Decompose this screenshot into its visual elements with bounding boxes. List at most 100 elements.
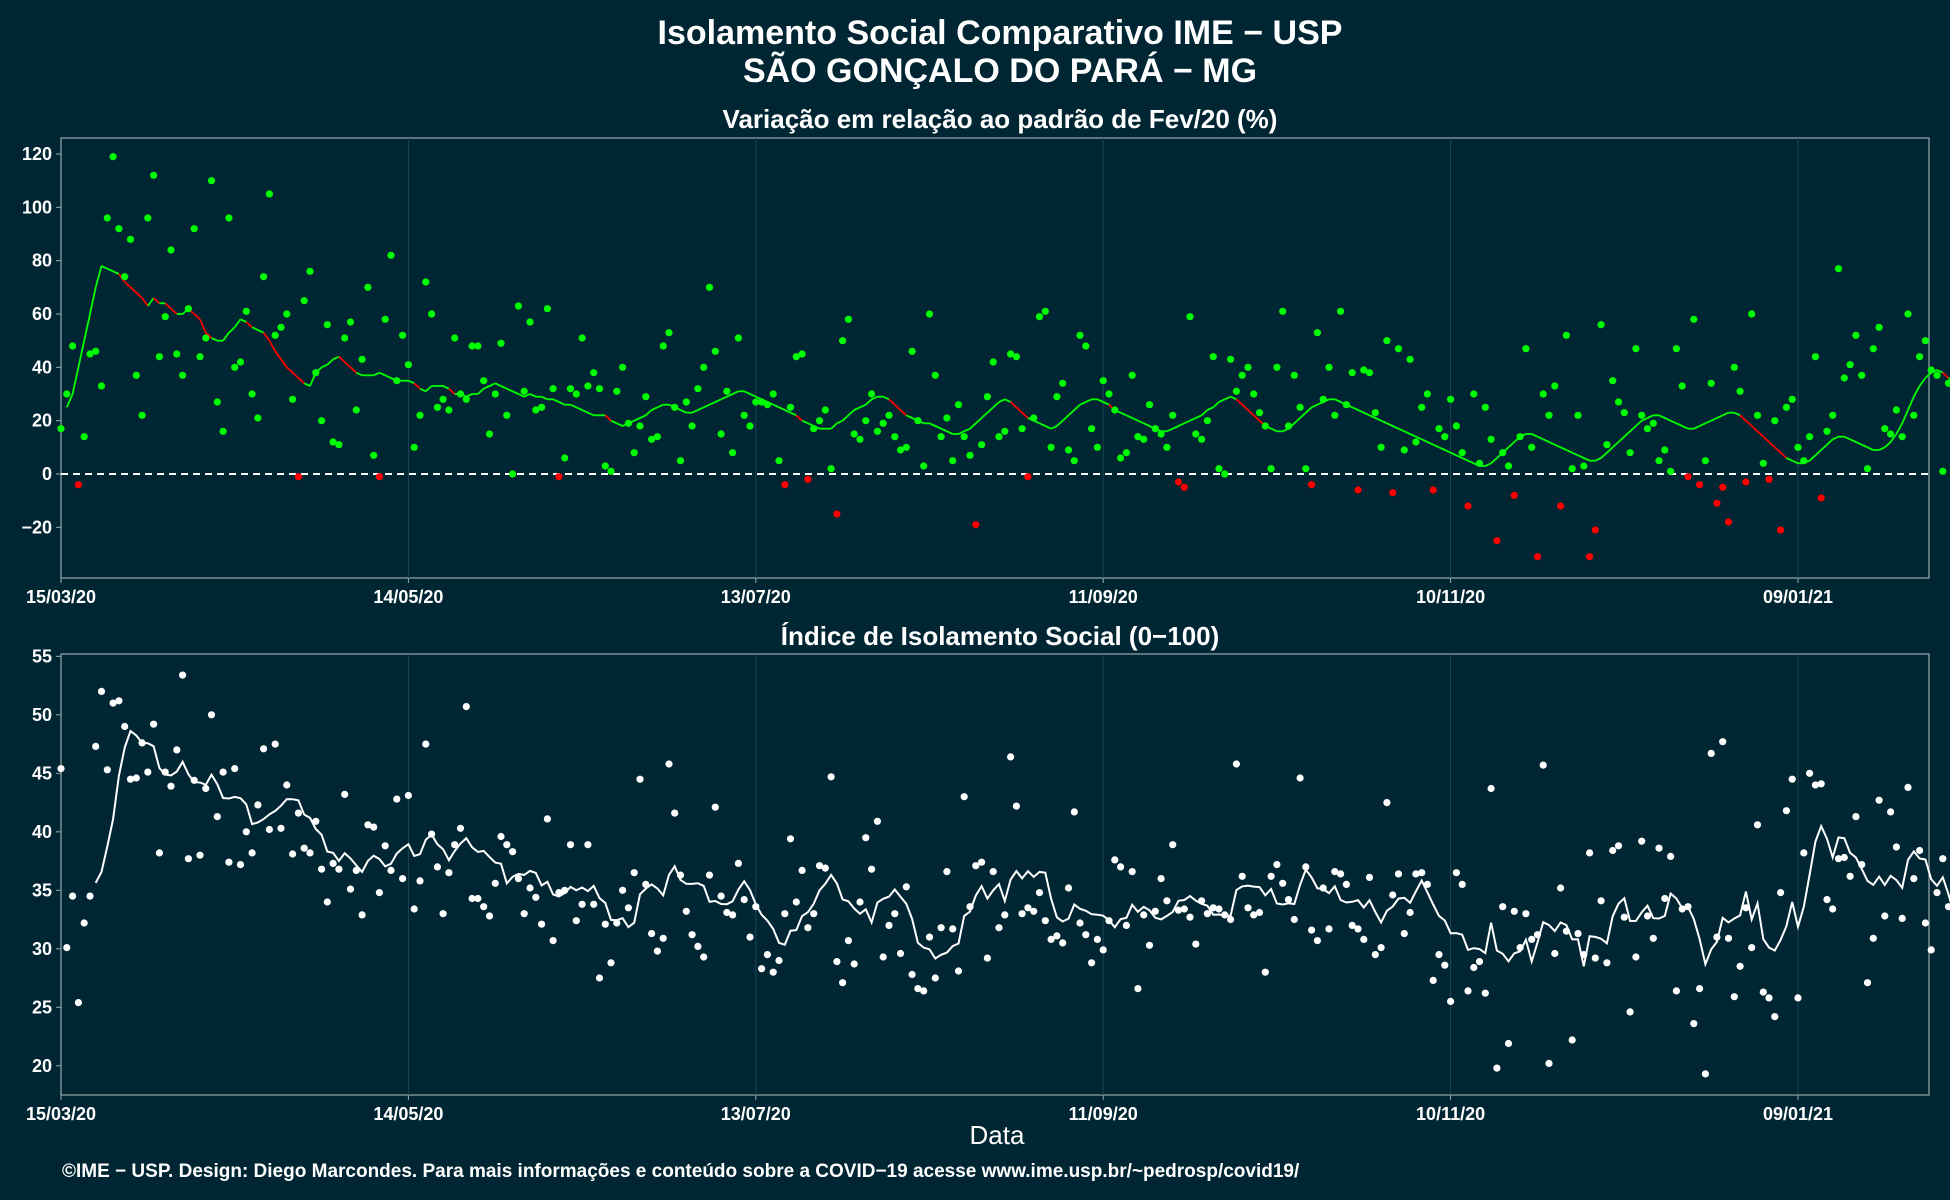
panel1-points (57, 153, 1950, 561)
data-point (1163, 443, 1171, 451)
data-point (1383, 337, 1391, 345)
moving-average-segment (570, 403, 577, 409)
moving-average-segment (1200, 409, 1209, 416)
moving-average-segment (1039, 422, 1046, 427)
data-point (1209, 904, 1217, 912)
moving-average-segment (552, 398, 560, 403)
data-point (1829, 905, 1837, 913)
data-point (1302, 465, 1310, 473)
panel2-points (57, 671, 1950, 1078)
data-point (1452, 869, 1460, 877)
y-tick-label: 45 (32, 763, 52, 783)
moving-average-segment (170, 308, 178, 315)
data-point (1759, 459, 1767, 467)
moving-average-segment (413, 382, 421, 390)
moving-average-segment (1293, 417, 1301, 424)
moving-average-segment (940, 427, 948, 433)
data-point (1117, 863, 1125, 871)
data-point (1927, 366, 1935, 374)
data-point (121, 273, 129, 281)
data-point (978, 441, 986, 449)
moving-average-segment (1195, 414, 1202, 419)
data-point (752, 398, 760, 406)
data-point (607, 467, 615, 475)
data-point (167, 782, 175, 790)
moving-average-segment (1577, 454, 1585, 459)
moving-average-segment (1299, 412, 1307, 419)
data-point (1111, 856, 1119, 864)
moving-average-segment (1021, 412, 1029, 419)
data-point (1192, 430, 1200, 438)
moving-average-segment (1855, 441, 1863, 446)
moving-average-segment (790, 411, 797, 417)
data-point (1105, 917, 1113, 925)
moving-average-segment (882, 395, 890, 401)
data-point (375, 889, 383, 897)
data-point (850, 430, 858, 438)
data-point (63, 944, 71, 952)
data-point (456, 824, 465, 832)
moving-average-segment (1334, 398, 1341, 403)
data-point (1562, 331, 1570, 339)
data-point (1331, 411, 1339, 419)
data-point (896, 446, 905, 454)
data-point (1319, 884, 1327, 892)
data-point (1701, 1070, 1709, 1078)
moving-average-segment (1745, 420, 1753, 427)
data-point (236, 358, 245, 366)
moving-average-segment (1566, 449, 1573, 454)
data-point (1447, 395, 1455, 403)
data-point (503, 411, 511, 419)
data-point (978, 858, 986, 866)
data-point (1180, 483, 1188, 491)
moving-average-segment (1641, 417, 1648, 422)
data-point (1638, 411, 1646, 419)
data-point (1817, 780, 1825, 788)
data-point (1400, 446, 1408, 454)
moving-average-segment (483, 385, 490, 390)
moving-average-segment (639, 414, 647, 419)
data-point (1504, 1039, 1513, 1048)
moving-average-segment (709, 401, 716, 406)
data-point (1093, 443, 1101, 451)
data-point (306, 267, 314, 275)
moving-average-segment (998, 398, 1006, 403)
moving-average-segment (1913, 385, 1921, 398)
data-point (891, 910, 899, 918)
data-point (856, 898, 864, 906)
data-point (1840, 374, 1848, 382)
data-point (1777, 526, 1785, 534)
moving-average-segment (1357, 409, 1365, 414)
moving-average-line (94, 729, 1950, 968)
data-point (827, 465, 835, 473)
moving-average-segment (1392, 425, 1399, 430)
data-point (1840, 853, 1848, 862)
data-point (1898, 433, 1906, 441)
data-point (931, 974, 939, 982)
data-point (503, 841, 511, 849)
data-point (1145, 941, 1154, 949)
moving-average-segment (408, 379, 415, 385)
moving-average-segment (697, 406, 705, 411)
moving-average-segment (1832, 435, 1839, 441)
data-point (896, 949, 905, 958)
data-point (873, 427, 882, 435)
data-point (1452, 422, 1460, 430)
data-point (1076, 331, 1084, 339)
data-point (173, 350, 181, 358)
data-point (752, 903, 760, 911)
moving-average-segment (500, 385, 508, 390)
data-point (1001, 911, 1009, 919)
data-point (393, 377, 401, 385)
y-tick-label: 120 (22, 144, 52, 164)
data-point (682, 398, 690, 406)
moving-average-segment (1924, 372, 1932, 379)
y-tick-label: 40 (32, 822, 52, 842)
data-point (920, 462, 928, 470)
moving-average-segment (1247, 409, 1255, 416)
data-point (578, 334, 586, 342)
moving-average-segment (1907, 396, 1915, 411)
data-point (138, 411, 146, 419)
moving-average-segment (575, 406, 583, 411)
y-tick-label: 50 (32, 705, 52, 725)
